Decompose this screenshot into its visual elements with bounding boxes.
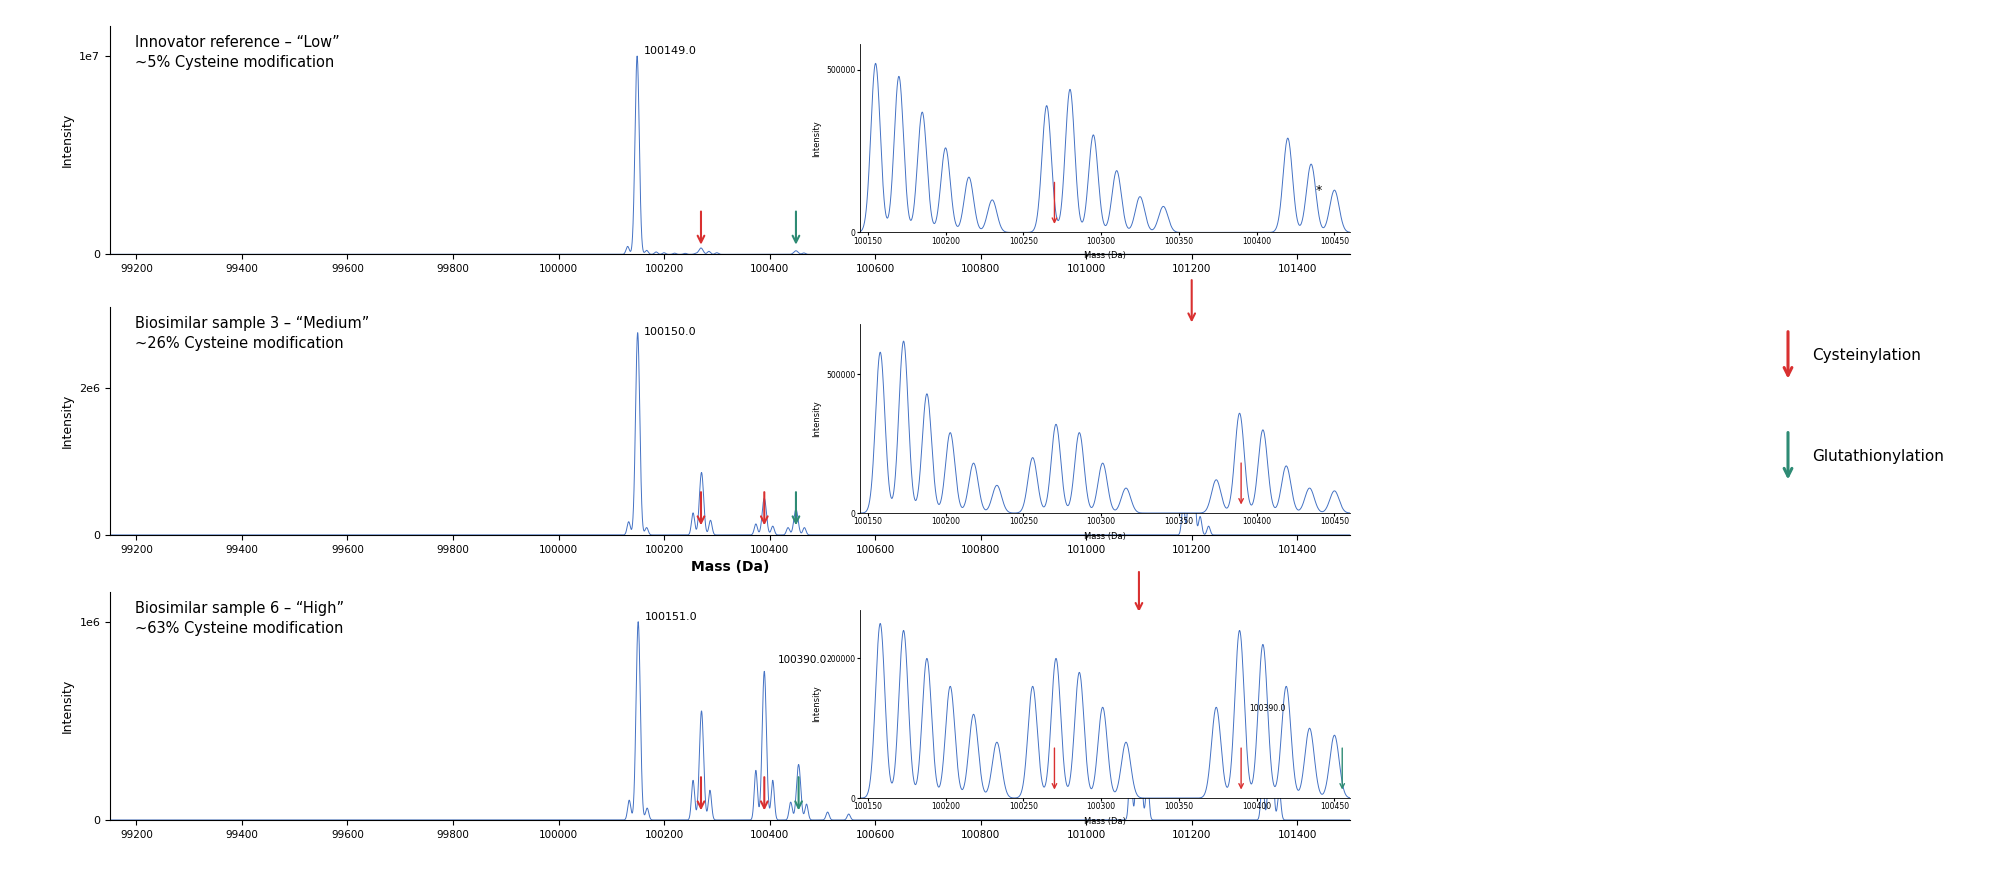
Y-axis label: Intensity: Intensity xyxy=(60,113,74,168)
Y-axis label: Intensity: Intensity xyxy=(60,394,74,448)
Y-axis label: Intensity: Intensity xyxy=(812,686,822,722)
Text: *: * xyxy=(1316,183,1322,196)
Y-axis label: Intensity: Intensity xyxy=(812,401,822,437)
Y-axis label: Intensity: Intensity xyxy=(812,120,822,156)
Text: 100390.0: 100390.0 xyxy=(778,655,826,665)
X-axis label: Mass (Da): Mass (Da) xyxy=(1084,531,1126,541)
Text: Biosimilar sample 6 – “High”
~63% Cysteine modification: Biosimilar sample 6 – “High” ~63% Cystei… xyxy=(134,601,344,636)
Y-axis label: Intensity: Intensity xyxy=(60,679,74,733)
X-axis label: Mass (Da): Mass (Da) xyxy=(690,560,770,574)
Text: 100390.0: 100390.0 xyxy=(1246,706,1296,716)
Text: 100151.0: 100151.0 xyxy=(644,612,698,622)
Text: 100150.0: 100150.0 xyxy=(644,327,696,337)
X-axis label: Mass (Da): Mass (Da) xyxy=(1084,251,1126,260)
Text: Innovator reference – “Low”
~5% Cysteine modification: Innovator reference – “Low” ~5% Cysteine… xyxy=(134,35,340,70)
X-axis label: Mass (Da): Mass (Da) xyxy=(1084,816,1126,826)
Text: Biosimilar sample 3 – “Medium”
~26% Cysteine modification: Biosimilar sample 3 – “Medium” ~26% Cyst… xyxy=(134,316,370,351)
Text: 100149.0: 100149.0 xyxy=(644,46,696,56)
Text: 100269.0: 100269.0 xyxy=(1168,337,1216,346)
Text: Cysteinylation: Cysteinylation xyxy=(1812,347,1920,363)
Text: Glutathionylation: Glutathionylation xyxy=(1812,448,1944,464)
Text: 100390.0: 100390.0 xyxy=(1248,704,1286,713)
